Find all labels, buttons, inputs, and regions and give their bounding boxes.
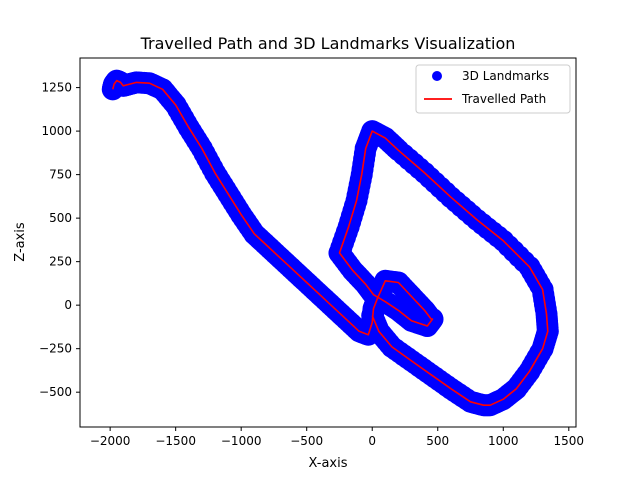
legend: 3D Landmarks Travelled Path: [415, 64, 571, 114]
travelled-path-series: [112, 79, 549, 406]
x-tick-label: −2000: [90, 434, 131, 448]
y-tick-label: 0: [64, 298, 72, 312]
x-tick-label: 1000: [488, 434, 519, 448]
legend-label-landmarks: 3D Landmarks: [462, 69, 549, 83]
x-tick-label: −1500: [155, 434, 196, 448]
legend-label-path: Travelled Path: [461, 92, 546, 106]
chart-title: Travelled Path and 3D Landmarks Visualiz…: [140, 34, 516, 53]
x-tick-label: −500: [290, 434, 323, 448]
legend-box: [415, 64, 571, 114]
legend-marker-landmarks: [432, 71, 442, 81]
y-tick-label: −250: [39, 342, 72, 356]
tick-layer: −2000 −1500 −1000 −500 0 500 1000 1500 −500 −250 0…: [39, 81, 584, 448]
y-tick-label: 1250: [41, 81, 72, 95]
plot-area-frame: [79, 57, 577, 428]
y-tick-label: 500: [49, 211, 72, 225]
travelled-path-line: [112, 79, 549, 406]
x-tick-label: 1500: [554, 434, 585, 448]
x-tick-label: −1000: [221, 434, 262, 448]
x-axis-label: X-axis: [309, 456, 348, 471]
y-tick-label: −500: [39, 385, 72, 399]
x-tick-label: 500: [426, 434, 449, 448]
y-tick-label: 750: [49, 168, 72, 182]
y-axis-label: Z-axis: [13, 222, 28, 262]
y-tick-label: 250: [49, 255, 72, 269]
y-tick-label: 1000: [41, 124, 72, 138]
x-tick-label: 0: [368, 434, 376, 448]
